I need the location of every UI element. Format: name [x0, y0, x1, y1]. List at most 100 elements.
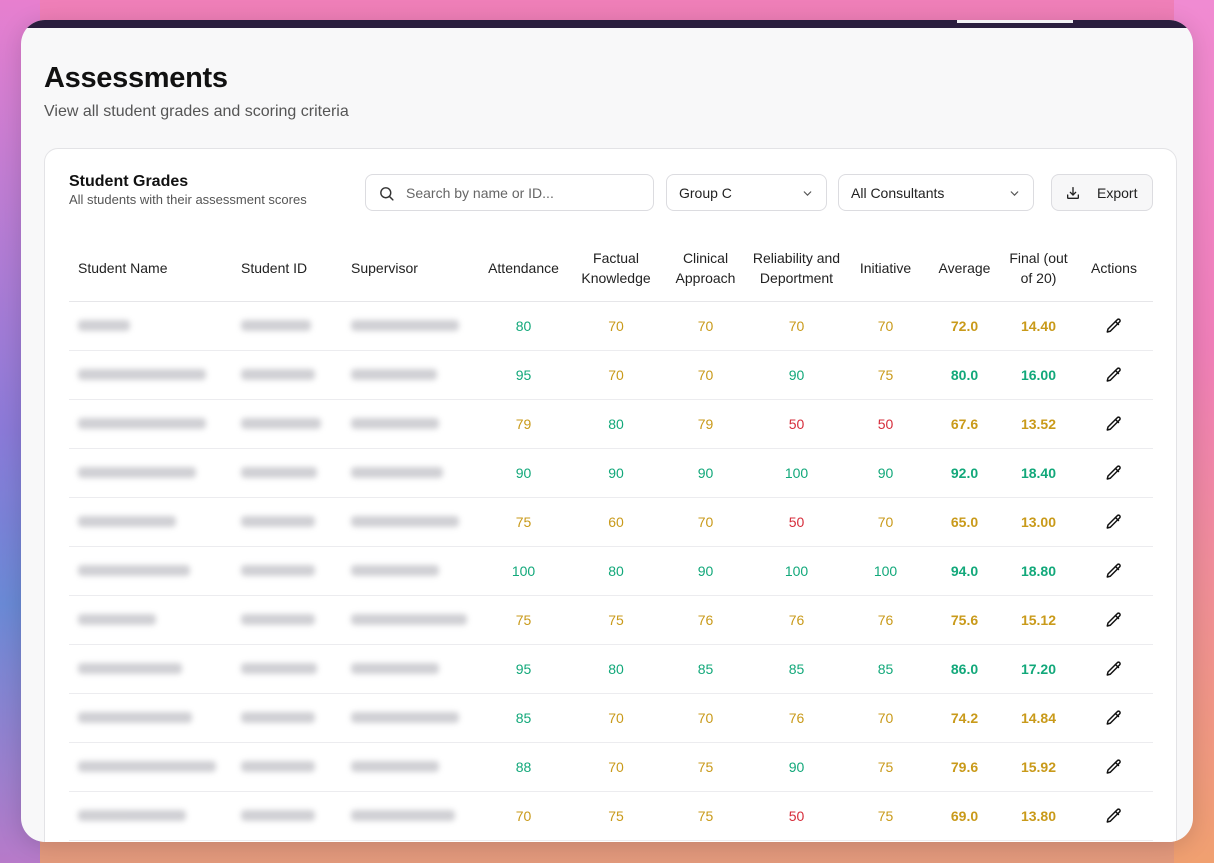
edit-icon[interactable] [1105, 366, 1123, 384]
cell-final: 16.00 [1002, 350, 1075, 400]
cell-initiative: 76 [844, 595, 927, 645]
cell-student-id [232, 546, 342, 596]
cell-reliability: 100 [749, 546, 844, 596]
cell-clinical-approach: 70 [662, 350, 749, 400]
export-button[interactable]: Export [1051, 174, 1153, 211]
redacted-student-id [241, 711, 315, 723]
cell-supervisor [342, 644, 477, 694]
redacted-student-id [241, 515, 315, 527]
table-row[interactable]: 75 60 70 50 70 65.0 13.00 [69, 497, 1153, 547]
cell-average: 86.0 [927, 644, 1002, 694]
cell-reliability: 70 [749, 301, 844, 351]
table-row[interactable]: 79 80 79 50 50 67.6 13.52 [69, 399, 1153, 449]
table-row[interactable]: 88 70 75 90 75 79.6 15.92 [69, 742, 1153, 792]
cell-supervisor [342, 693, 477, 743]
col-header-student-id[interactable]: Student ID [232, 235, 342, 302]
cell-student-name [69, 546, 232, 596]
col-header-reliability[interactable]: Reliability and Deportment [749, 235, 844, 302]
cell-reliability: 50 [749, 791, 844, 841]
edit-icon[interactable] [1105, 317, 1123, 335]
table-row[interactable]: 95 70 70 90 75 80.0 16.00 [69, 350, 1153, 400]
redacted-student-id [241, 368, 315, 380]
cell-initiative: 70 [844, 693, 927, 743]
cell-student-name [69, 497, 232, 547]
window-top-bar [21, 20, 1193, 28]
cell-average: 65.0 [927, 497, 1002, 547]
col-header-student-name[interactable]: Student Name [69, 235, 232, 302]
col-header-average[interactable]: Average [927, 235, 1002, 302]
edit-icon[interactable] [1105, 562, 1123, 580]
group-select[interactable]: Group C [666, 174, 827, 211]
cell-average: 94.0 [927, 546, 1002, 596]
edit-icon[interactable] [1105, 415, 1123, 433]
edit-icon[interactable] [1105, 611, 1123, 629]
cell-reliability: 100 [749, 448, 844, 498]
cell-actions [1075, 448, 1153, 498]
col-header-final[interactable]: Final (out of 20) [1002, 235, 1075, 302]
col-header-factual-knowledge[interactable]: Factual Knowledge [570, 235, 662, 302]
cell-clinical-approach: 70 [662, 301, 749, 351]
cell-initiative: 90 [844, 448, 927, 498]
table-header-row: Student Name Student ID Supervisor Atten… [69, 235, 1153, 302]
group-select-value: Group C [679, 185, 732, 201]
cell-student-name [69, 693, 232, 743]
cell-supervisor [342, 448, 477, 498]
cell-student-name [69, 399, 232, 449]
cell-supervisor [342, 791, 477, 841]
cell-attendance: 75 [477, 595, 570, 645]
cell-attendance: 75 [477, 497, 570, 547]
table-row[interactable]: 95 80 85 85 85 86.0 17.20 [69, 644, 1153, 694]
page-subtitle: View all student grades and scoring crit… [44, 103, 349, 120]
table-row[interactable]: 85 70 70 76 70 74.2 14.84 [69, 693, 1153, 743]
cell-clinical-approach: 75 [662, 742, 749, 792]
cell-actions [1075, 350, 1153, 400]
table-row[interactable]: 100 80 90 100 100 94.0 18.80 [69, 546, 1153, 596]
cell-reliability: 50 [749, 497, 844, 547]
edit-icon[interactable] [1105, 464, 1123, 482]
cell-factual-knowledge: 75 [570, 791, 662, 841]
cell-initiative: 75 [844, 791, 927, 841]
edit-icon[interactable] [1105, 513, 1123, 531]
cell-clinical-approach: 70 [662, 693, 749, 743]
card-subtitle: All students with their assessment score… [69, 192, 307, 207]
consultant-select[interactable]: All Consultants [838, 174, 1034, 211]
edit-icon[interactable] [1105, 709, 1123, 727]
search-input[interactable] [406, 183, 646, 203]
edit-icon[interactable] [1105, 807, 1123, 825]
cell-factual-knowledge: 80 [570, 399, 662, 449]
card-title: Student Grades [69, 173, 189, 190]
app-window: Assessments View all student grades and … [21, 20, 1193, 842]
chevron-down-icon [1010, 191, 1019, 196]
search-box[interactable] [365, 174, 654, 211]
cell-average: 69.0 [927, 791, 1002, 841]
redacted-student-id [241, 319, 311, 331]
cell-actions [1075, 742, 1153, 792]
cell-student-id [232, 448, 342, 498]
edit-icon[interactable] [1105, 660, 1123, 678]
cell-initiative: 75 [844, 350, 927, 400]
col-header-supervisor[interactable]: Supervisor [342, 235, 477, 302]
col-header-clinical-approach[interactable]: Clinical Approach [662, 235, 749, 302]
cell-reliability: 90 [749, 742, 844, 792]
cell-reliability: 85 [749, 644, 844, 694]
cell-final: 18.40 [1002, 448, 1075, 498]
cell-clinical-approach: 76 [662, 595, 749, 645]
cell-student-name [69, 742, 232, 792]
table-row[interactable]: 75 75 76 76 76 75.6 15.12 [69, 595, 1153, 645]
redacted-student-name [78, 417, 206, 429]
cell-clinical-approach: 75 [662, 791, 749, 841]
col-header-initiative[interactable]: Initiative [844, 235, 927, 302]
redacted-supervisor [351, 711, 459, 723]
cell-clinical-approach: 90 [662, 448, 749, 498]
col-header-attendance[interactable]: Attendance [477, 235, 570, 302]
table-row[interactable]: 90 90 90 100 90 92.0 18.40 [69, 448, 1153, 498]
table-row[interactable]: 80 70 70 70 70 72.0 14.40 [69, 301, 1153, 351]
cell-clinical-approach: 70 [662, 497, 749, 547]
redacted-student-name [78, 809, 186, 821]
cell-factual-knowledge: 90 [570, 448, 662, 498]
redacted-student-name [78, 564, 190, 576]
cell-initiative: 100 [844, 546, 927, 596]
table-row[interactable]: 70 75 75 50 75 69.0 13.80 [69, 791, 1153, 841]
cell-final: 14.40 [1002, 301, 1075, 351]
edit-icon[interactable] [1105, 758, 1123, 776]
